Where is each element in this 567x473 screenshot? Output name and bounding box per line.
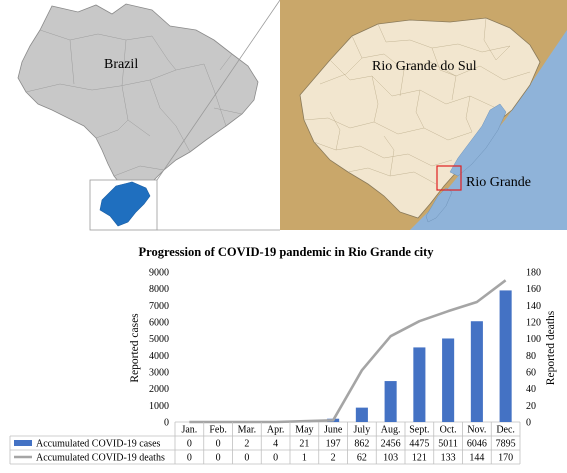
table-cell: 6046	[467, 439, 487, 450]
category-label: June	[324, 425, 343, 436]
legend-label: Accumulated COVID-19 cases	[36, 439, 161, 450]
ocean-shape	[410, 30, 567, 230]
cases-bar	[470, 321, 483, 422]
table-cell: 1	[302, 453, 307, 464]
right-axis-title: Reported deaths	[545, 310, 557, 385]
data-table: Jan. Feb. Mar. Apr. May June July Aug. Sept. Oct.…	[9, 422, 521, 465]
brazil-label: Brazil	[104, 57, 138, 72]
left-tick-label: 9000	[149, 268, 169, 279]
left-tick-label: 7000	[149, 301, 169, 312]
deaths-line	[189, 279, 507, 424]
category-label: Mar.	[238, 425, 257, 436]
category-label: Oct.	[440, 425, 457, 436]
brazil-state-borders	[25, 29, 243, 177]
right-tick-label: 20	[526, 401, 536, 412]
left-tick-label: 2000	[149, 384, 169, 395]
cases-bar	[442, 338, 455, 422]
city-label: Rio Grande	[466, 175, 531, 190]
right-tick-label: 140	[526, 301, 541, 312]
left-axis-ticks: 0 1000 2000 3000 4000 5000 6000 7000 8000 9000	[149, 268, 169, 429]
table-cell: 0	[187, 439, 192, 450]
chart-title: Progression of COVID-19 pandemic in Rio …	[138, 245, 434, 259]
left-tick-label: 8000	[149, 284, 169, 295]
table-cell: 21	[299, 439, 309, 450]
left-tick-label: 1000	[149, 401, 169, 412]
table-cell: 0	[273, 453, 278, 464]
left-axis-title: Reported cases	[129, 313, 141, 383]
table-cell: 144	[469, 453, 484, 464]
right-tick-label: 120	[526, 318, 541, 329]
cases-bar	[499, 290, 512, 422]
left-tick-label: 3000	[149, 368, 169, 379]
legend-key-cases	[14, 440, 32, 446]
table-cell: 0	[216, 453, 221, 464]
lagoa-mirim	[425, 187, 453, 223]
category-label: Jan.	[181, 425, 197, 436]
table-cell: 4475	[409, 439, 429, 450]
table-cell: 103	[383, 453, 398, 464]
right-tick-label: 100	[526, 334, 541, 345]
right-axis-ticks: 0 20 40 60 80 100 120 140 160 180	[526, 268, 541, 429]
right-tick-label: 60	[526, 368, 536, 379]
left-tick-label: 4000	[149, 351, 169, 362]
category-label: May	[295, 425, 313, 436]
state-label: Rio Grande do Sul	[372, 59, 477, 74]
category-label: Apr.	[267, 425, 285, 436]
right-tick-label: 80	[526, 351, 536, 362]
brazil-map: Brazil	[17, 3, 259, 231]
cases-bar	[384, 381, 397, 422]
location-maps: Brazil Rio Gra	[17, 0, 567, 231]
table-cell: 121	[412, 453, 427, 464]
lagoa-dos-patos	[449, 103, 507, 177]
city-highlight-box	[436, 165, 462, 191]
table-cell: 7895	[496, 439, 516, 450]
legend-label: Accumulated COVID-19 deaths	[36, 453, 165, 464]
connector-line-top	[156, 0, 281, 181]
table-cell: 133	[441, 453, 456, 464]
category-label: Dec.	[496, 425, 515, 436]
cases-bars	[240, 290, 512, 423]
cases-bar	[355, 407, 368, 422]
right-tick-label: 0	[526, 418, 531, 429]
deaths-line-group	[189, 279, 507, 424]
table-cell: 4	[273, 439, 278, 450]
table-cell: 0	[244, 453, 249, 464]
right-tick-label: 180	[526, 268, 541, 279]
table-cell: 5011	[438, 439, 458, 450]
table-cell: 170	[498, 453, 513, 464]
rio-grande-do-sul-shape	[99, 181, 151, 227]
table-cell: 0	[216, 439, 221, 450]
left-tick-label: 5000	[149, 334, 169, 345]
state-zoom-map: Rio Grande do Sul Rio Grande	[280, 0, 567, 230]
right-tick-label: 40	[526, 384, 536, 395]
category-label: Aug.	[381, 425, 401, 436]
table-cell: 62	[357, 453, 367, 464]
municipality-borders	[303, 17, 531, 185]
category-label: July	[354, 425, 371, 436]
left-tick-label: 6000	[149, 318, 169, 329]
table-cell: 2	[331, 453, 336, 464]
table-cell: 197	[326, 439, 341, 450]
category-label: Sept.	[409, 425, 429, 436]
left-tick-label: 0	[164, 418, 169, 429]
table-cell: 2456	[381, 439, 401, 450]
table-cell: 0	[187, 453, 192, 464]
category-label: Nov.	[467, 425, 486, 436]
table-cell: 862	[354, 439, 369, 450]
table-cell: 2	[244, 439, 249, 450]
category-label: Feb.	[209, 425, 227, 436]
cases-bar	[413, 347, 426, 422]
right-tick-label: 160	[526, 284, 541, 295]
